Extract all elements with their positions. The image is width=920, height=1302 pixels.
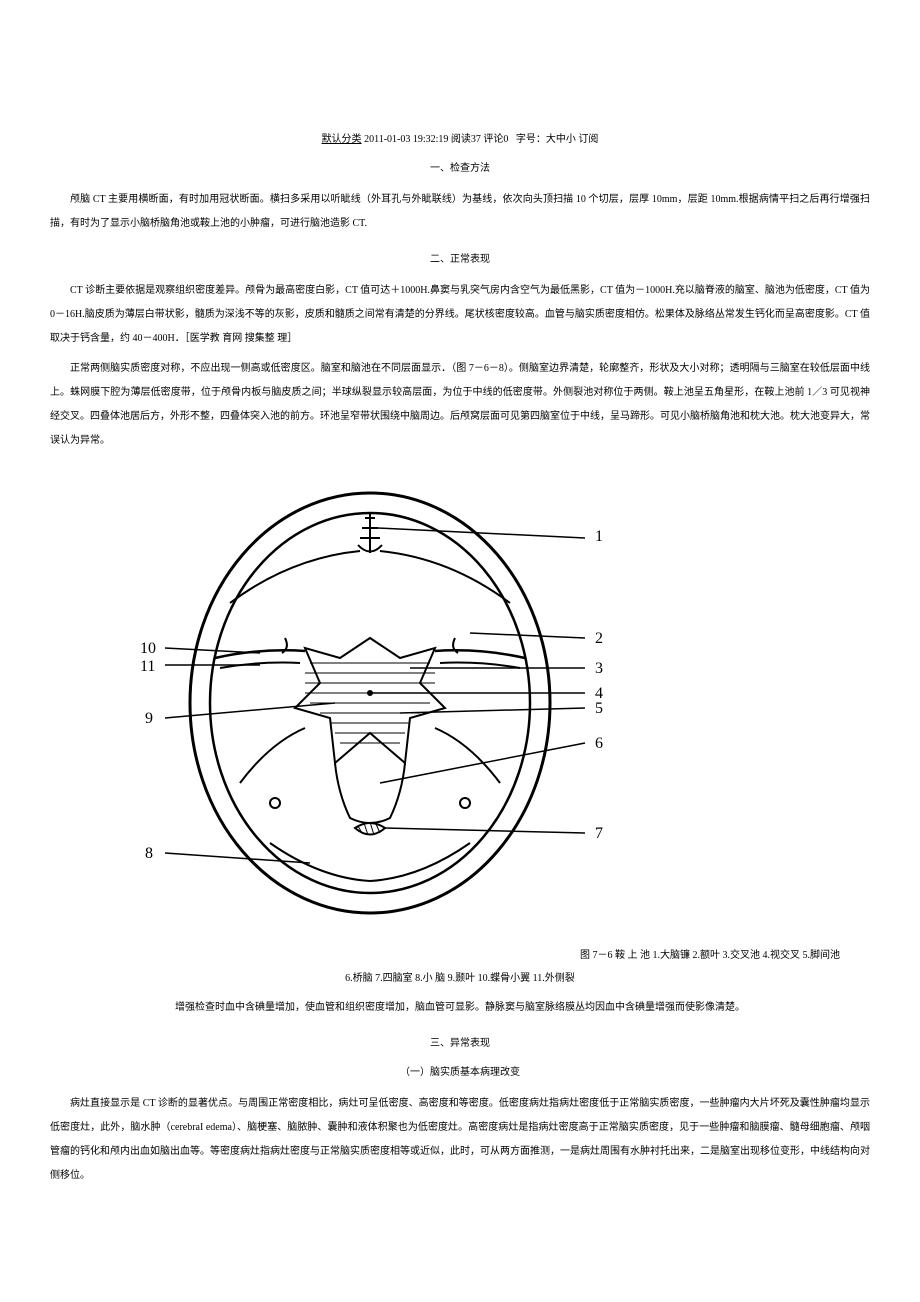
- brain-diagram-svg: 1 2 3 4 5 6 7 10 11 9 8: [110, 483, 630, 923]
- figure-7-6: 1 2 3 4 5 6 7 10 11 9 8: [50, 483, 870, 926]
- reads-label: 阅读: [451, 134, 471, 145]
- section-2-paragraph-1: CT 诊断主要依据是观察组织密度差异。颅骨为最高密度白影，CT 值可达＋1000…: [50, 279, 870, 351]
- section-2-title: 二、正常表现: [50, 250, 870, 265]
- label-9: 9: [145, 710, 153, 727]
- label-1: 1: [595, 528, 603, 545]
- subsection-3-1: （一）脑实质基本病理改变: [50, 1063, 870, 1078]
- label-11: 11: [140, 658, 155, 675]
- label-6: 6: [595, 735, 603, 752]
- section-3-title: 三、异常表现: [50, 1034, 870, 1049]
- font-sizes[interactable]: 大中小: [546, 134, 576, 145]
- timestamp: 2011-01-03 19:32:19: [364, 134, 448, 145]
- category-link[interactable]: 默认分类: [322, 134, 362, 145]
- label-7: 7: [595, 825, 603, 842]
- label-5: 5: [595, 700, 603, 717]
- section-2-paragraph-2: 正常两侧脑实质密度对称，不应出现一侧高或低密度区。脑室和脑池在不同层面显示．（图…: [50, 357, 870, 453]
- label-2: 2: [595, 630, 603, 647]
- section-1-paragraph-1: 颅脑 CT 主要用横断面，有时加用冠状断面。横扫多采用以听眦线（外耳孔与外眦联线…: [50, 188, 870, 236]
- section-3-paragraph-1: 病灶直接显示是 CT 诊断的显著优点。与周围正常密度相比，病灶可呈低密度、高密度…: [50, 1092, 870, 1188]
- label-3: 3: [595, 660, 603, 677]
- label-10: 10: [140, 640, 156, 657]
- reads-count: 37: [471, 134, 481, 145]
- article-meta: 默认分类 2011-01-03 19:32:19 阅读37 评论0 字号：大中小…: [50, 130, 870, 145]
- figure-caption-line-1: 图 7－6 鞍 上 池 1.大脑镰 2.额叶 3.交叉池 4.视交叉 5.脚间池: [50, 946, 870, 961]
- subscribe-link[interactable]: 订阅: [578, 134, 598, 145]
- font-label: 字号：: [516, 134, 546, 145]
- enhance-description: 增强检查时血中含碘量增加，使血管和组织密度增加，脑血管可显影。静脉窦与脑室脉络膜…: [50, 996, 870, 1020]
- comments-label: 评论: [483, 134, 503, 145]
- label-8: 8: [145, 845, 153, 862]
- comments-count: 0: [503, 134, 508, 145]
- figure-caption-line-2: 6.桥脑 7.四脑室 8.小 脑 9.颞叶 10.蝶骨小翼 11.外侧裂: [50, 969, 870, 984]
- section-1-title: 一、检查方法: [50, 159, 870, 174]
